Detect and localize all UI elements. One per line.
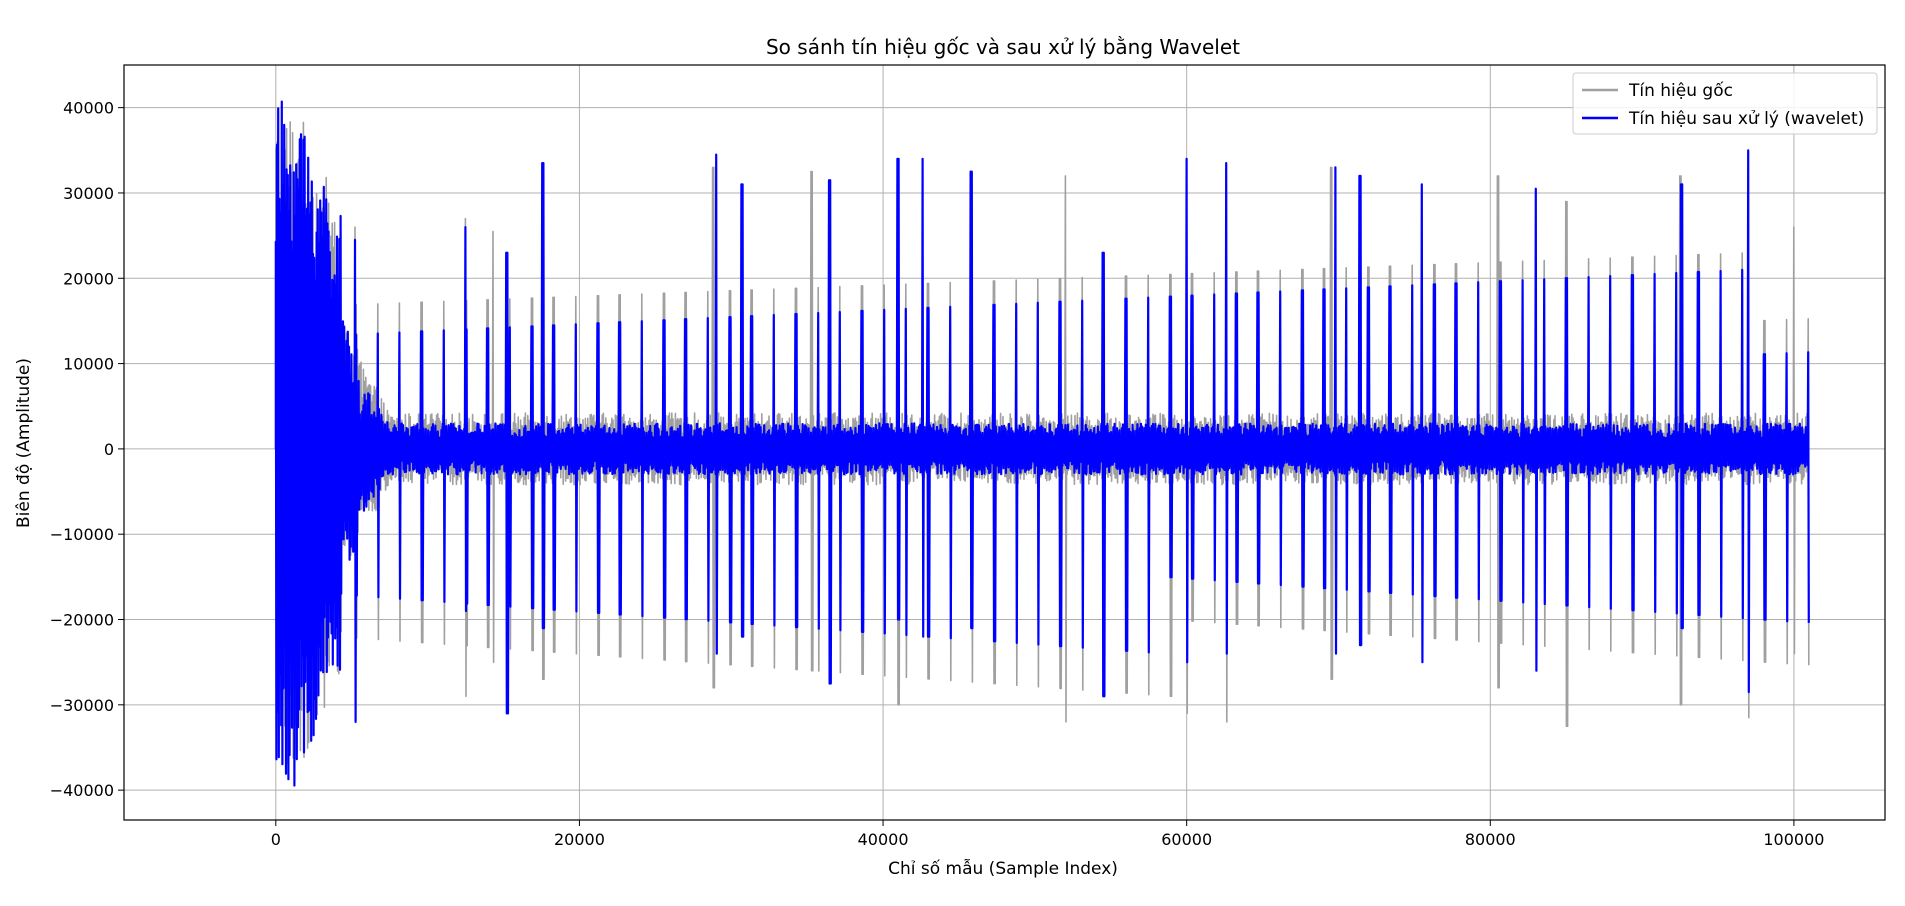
y-tick-label: −20000 [50,611,114,630]
plot-area [274,100,1810,787]
x-axis-label: Chỉ số mẫu (Sample Index) [888,858,1118,879]
y-axis-ticks: −40000 −30000 −20000 −10000 0 10000 20000 30000… [50,99,124,800]
x-tick-label: 20000 [554,830,605,849]
y-tick-label: −10000 [50,525,114,544]
y-axis-label: Biên độ (Amplitude) [14,358,34,528]
legend: Tín hiệu gốc Tín hiệu sau xử lý (wavelet… [1572,72,1878,135]
legend-box [1572,72,1878,135]
chart-title: So sánh tín hiệu gốc và sau xử lý bằng W… [766,35,1240,59]
x-tick-label: 40000 [858,830,909,849]
legend-label-wavelet: Tín hiệu sau xử lý (wavelet) [1628,109,1864,129]
series-line [274,100,1810,787]
plot-frame [123,64,1886,821]
y-tick-label: 10000 [63,355,114,374]
y-tick-label: 20000 [63,269,114,288]
x-tick-label: 0 [271,830,281,849]
x-tick-label: 60000 [1161,830,1212,849]
x-tick-label: 80000 [1465,830,1516,849]
y-tick-label: 40000 [63,99,114,118]
y-tick-label: −30000 [50,696,114,715]
y-tick-label: −40000 [50,781,114,800]
y-tick-label: 30000 [63,184,114,203]
legend-label-original: Tín hiệu gốc [1628,80,1733,101]
series-wavelet-signal [274,100,1810,787]
y-tick-label: 0 [104,440,114,459]
x-axis-ticks: 0 20000 40000 60000 80000 100000 [271,820,1824,849]
x-tick-label: 100000 [1763,830,1824,849]
